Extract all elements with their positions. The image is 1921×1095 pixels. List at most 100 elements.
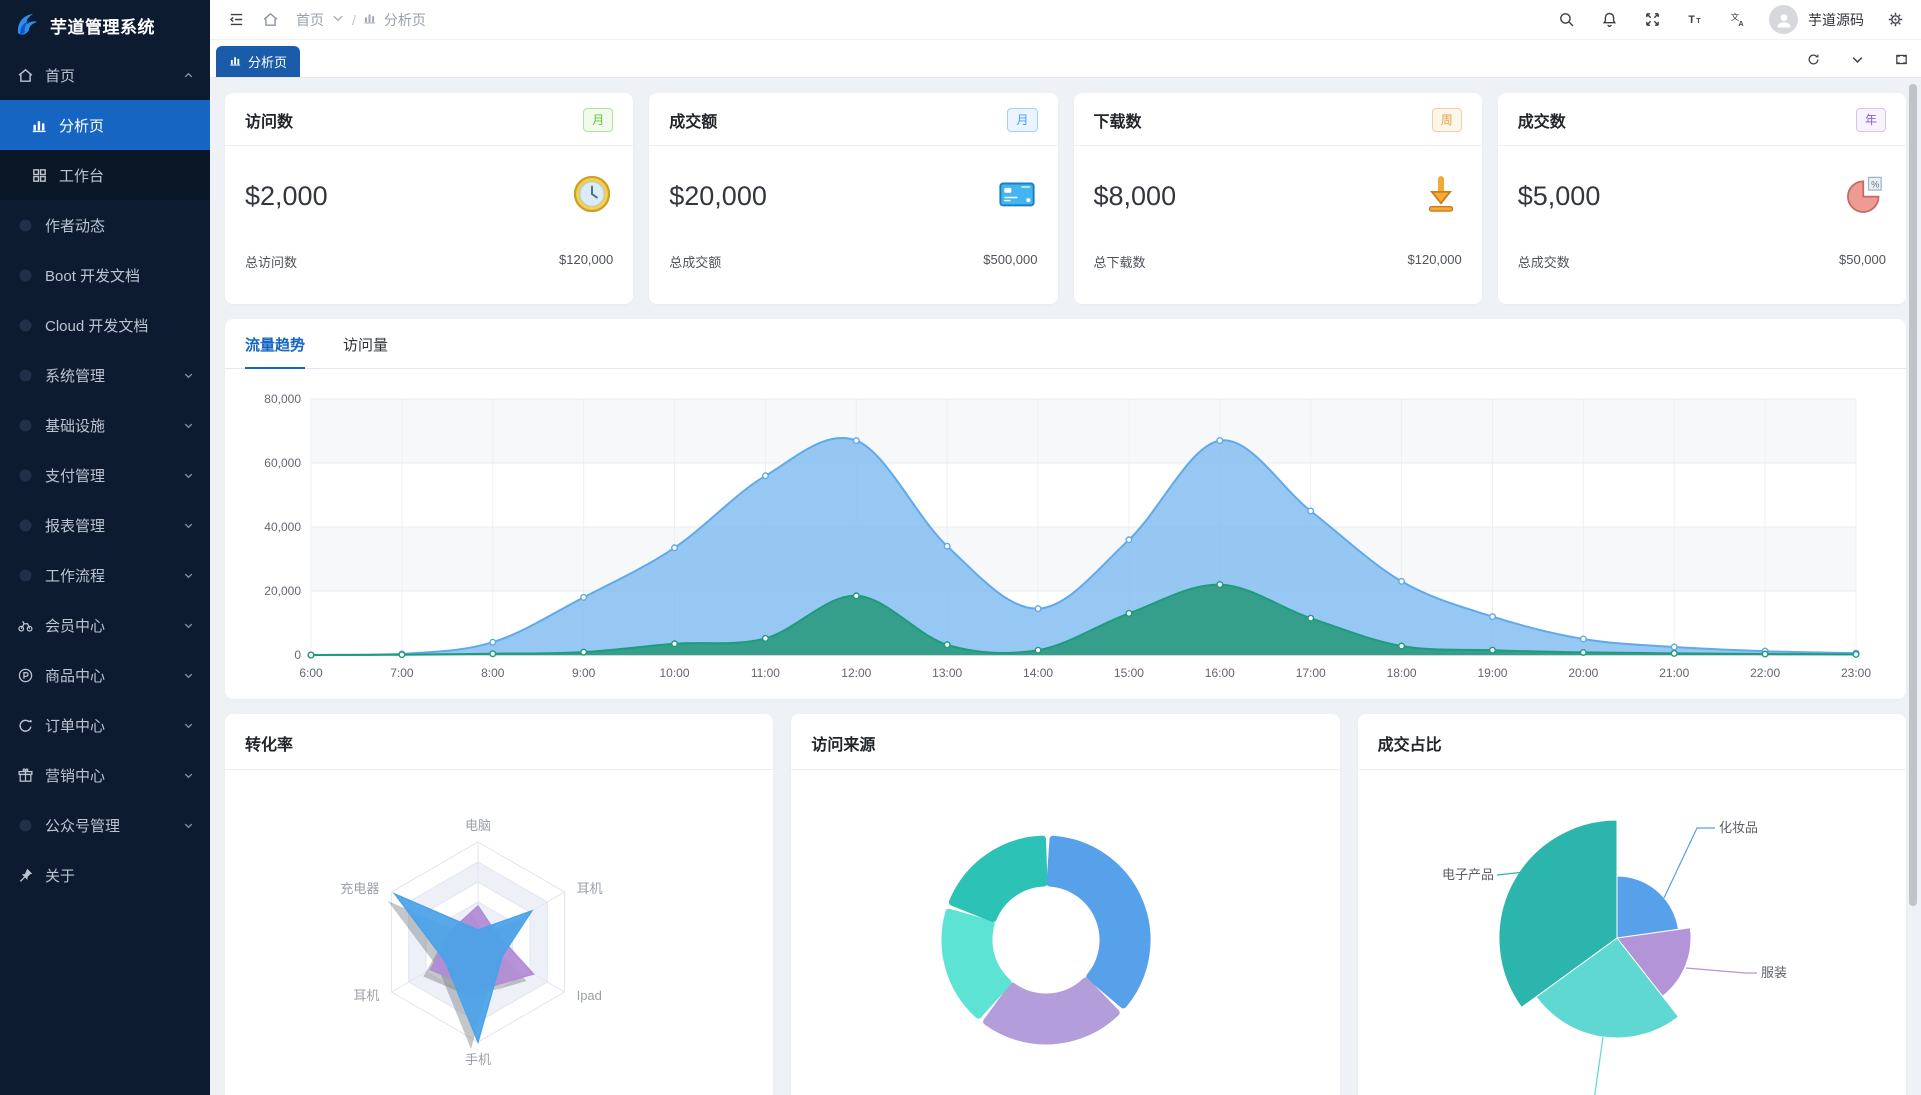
clock-icon bbox=[571, 173, 613, 220]
sidebar-item-cloud-docs[interactable]: Cloud 开发文档 bbox=[0, 300, 210, 350]
stat-footer-value: $500,000 bbox=[983, 252, 1038, 267]
panel-title: 访问来源 bbox=[791, 714, 1340, 770]
sidebar-item-home[interactable]: 首页 bbox=[0, 50, 210, 100]
chevron-down-icon[interactable] bbox=[1845, 47, 1869, 71]
maximize-icon[interactable] bbox=[1889, 47, 1913, 71]
stat-value: $2,000 bbox=[245, 180, 328, 211]
svg-text:9:00: 9:00 bbox=[572, 666, 596, 680]
sidebar-menu: 首页 分析页 工作台 作者动态 Boot 开发文档 Cloud bbox=[0, 50, 210, 900]
period-badge: 年 bbox=[1855, 108, 1886, 132]
svg-text:80,000: 80,000 bbox=[264, 392, 301, 406]
sidebar-item-author-news[interactable]: 作者动态 bbox=[0, 200, 210, 250]
bell-icon[interactable] bbox=[1597, 8, 1621, 32]
panel-title: 成交占比 bbox=[1357, 714, 1906, 770]
sidebar-item-about[interactable]: 关于 bbox=[0, 850, 210, 900]
svg-text:23:00: 23:00 bbox=[1841, 666, 1871, 680]
traffic-trend-card: 流量趋势 访问量 0 20,000 40,000 60,000 80,000 6:00 7:… bbox=[225, 319, 1906, 699]
sidebar-item-product[interactable]: 商品中心 bbox=[0, 650, 210, 700]
stats-row: 访问数 月 $2,000 总访问数 $120,000 bbox=[225, 93, 1906, 304]
search-icon[interactable] bbox=[1554, 8, 1578, 32]
svg-text:13:00: 13:00 bbox=[932, 666, 962, 680]
tab-traffic-trend[interactable]: 流量趋势 bbox=[245, 319, 306, 369]
sidebar-item-member[interactable]: 会员中心 bbox=[0, 600, 210, 650]
download-icon bbox=[1420, 173, 1462, 220]
deal-share-panel: 成交占比 化妆品 服装 电子产品 bbox=[1357, 714, 1906, 1095]
svg-text:文: 文 bbox=[1730, 12, 1739, 22]
svg-text:40,000: 40,000 bbox=[264, 520, 301, 534]
svg-text:0: 0 bbox=[294, 648, 301, 662]
breadcrumb-root[interactable]: 首页 bbox=[296, 11, 324, 28]
svg-text:15:00: 15:00 bbox=[1114, 666, 1144, 680]
sidebar-item-system[interactable]: 系统管理 bbox=[0, 350, 210, 400]
tab-analysis[interactable]: 分析页 bbox=[216, 46, 301, 77]
svg-text:20,000: 20,000 bbox=[264, 584, 301, 598]
period-badge: 周 bbox=[1431, 108, 1462, 132]
tabbar: 分析页 bbox=[210, 40, 1921, 78]
tab-visit-volume[interactable]: 访问量 bbox=[343, 337, 389, 354]
home-icon bbox=[16, 66, 34, 84]
product-icon bbox=[16, 666, 34, 684]
svg-text:7:00: 7:00 bbox=[390, 666, 414, 680]
svg-text:A: A bbox=[1738, 20, 1743, 28]
stat-card-visits: 访问数 月 $2,000 总访问数 $120,000 bbox=[225, 93, 634, 304]
stat-card-downloads: 下载数 周 $8,000 总下载数 $120,000 bbox=[1073, 93, 1482, 304]
stat-footer-value: $50,000 bbox=[1839, 252, 1886, 267]
dot-circle-icon bbox=[16, 516, 34, 534]
stat-footer-value: $120,000 bbox=[1407, 252, 1462, 267]
refresh-icon[interactable] bbox=[1801, 47, 1825, 71]
sidebar-item-marketing[interactable]: 营销中心 bbox=[0, 750, 210, 800]
sidebar-item-boot-docs[interactable]: Boot 开发文档 bbox=[0, 250, 210, 300]
user-name[interactable]: 芋道源码 bbox=[1808, 11, 1864, 28]
svg-text:12:00: 12:00 bbox=[841, 666, 871, 680]
sidebar-item-mp-account[interactable]: 公众号管理 bbox=[0, 800, 210, 850]
gear-icon[interactable] bbox=[1883, 8, 1907, 32]
stat-title: 下载数 bbox=[1093, 114, 1142, 131]
breadcrumb-separator: / bbox=[352, 11, 356, 28]
sidebar: 芋道管理系统 首页 分析页 工作台 作者动态 Boot bbox=[0, 0, 210, 1095]
stat-card-deals: 成交数 年 $5,000 % 总成交数 $50,000 bbox=[1497, 93, 1906, 304]
scrollbar-thumb[interactable] bbox=[1909, 84, 1917, 906]
tabbar-actions bbox=[1801, 47, 1913, 77]
stat-value: $20,000 bbox=[669, 180, 767, 211]
chevron-up-icon bbox=[183, 70, 194, 81]
sidebar-item-payment[interactable]: 支付管理 bbox=[0, 450, 210, 500]
logo-row[interactable]: 芋道管理系统 bbox=[0, 0, 210, 50]
svg-text:6:00: 6:00 bbox=[299, 666, 323, 680]
sidebar-item-analysis[interactable]: 分析页 bbox=[0, 100, 210, 150]
sidebar-item-workflow[interactable]: 工作流程 bbox=[0, 550, 210, 600]
dot-circle-icon bbox=[16, 416, 34, 434]
visit-source-panel: 访问来源 bbox=[791, 714, 1340, 1095]
svg-text:11:00: 11:00 bbox=[751, 666, 780, 680]
sidebar-item-report[interactable]: 报表管理 bbox=[0, 500, 210, 550]
visit-source-donut-chart bbox=[941, 835, 1151, 1045]
pin-icon bbox=[16, 866, 34, 884]
sidebar-item-workbench[interactable]: 工作台 bbox=[0, 150, 210, 200]
sidebar-item-infra[interactable]: 基础设施 bbox=[0, 400, 210, 450]
dot-circle-icon bbox=[16, 216, 34, 234]
fullscreen-icon[interactable] bbox=[1640, 8, 1664, 32]
dot-circle-icon bbox=[16, 266, 34, 284]
chevron-down-icon bbox=[183, 820, 194, 831]
stat-value: $5,000 bbox=[1517, 180, 1601, 211]
chevron-down-icon bbox=[331, 11, 345, 28]
svg-text:电脑: 电脑 bbox=[465, 818, 491, 833]
svg-text:耳机: 耳机 bbox=[577, 881, 603, 896]
avatar[interactable] bbox=[1769, 5, 1798, 34]
chevron-down-icon bbox=[183, 370, 194, 381]
chevron-down-icon bbox=[183, 620, 194, 631]
dot-circle-icon bbox=[16, 566, 34, 584]
breadcrumb-current: 分析页 bbox=[383, 11, 426, 28]
svg-text:耳机: 耳机 bbox=[353, 988, 379, 1003]
sidebar-item-order[interactable]: 订单中心 bbox=[0, 700, 210, 750]
breadcrumb-home-icon[interactable] bbox=[258, 8, 282, 32]
menu-fold-icon[interactable] bbox=[224, 8, 248, 32]
stat-footer-label: 总访问数 bbox=[245, 255, 298, 270]
chevron-down-icon bbox=[183, 470, 194, 481]
svg-text:手机: 手机 bbox=[465, 1052, 491, 1067]
content: 访问数 月 $2,000 总访问数 $120,000 bbox=[210, 78, 1921, 1095]
svg-text:%: % bbox=[1871, 179, 1879, 189]
